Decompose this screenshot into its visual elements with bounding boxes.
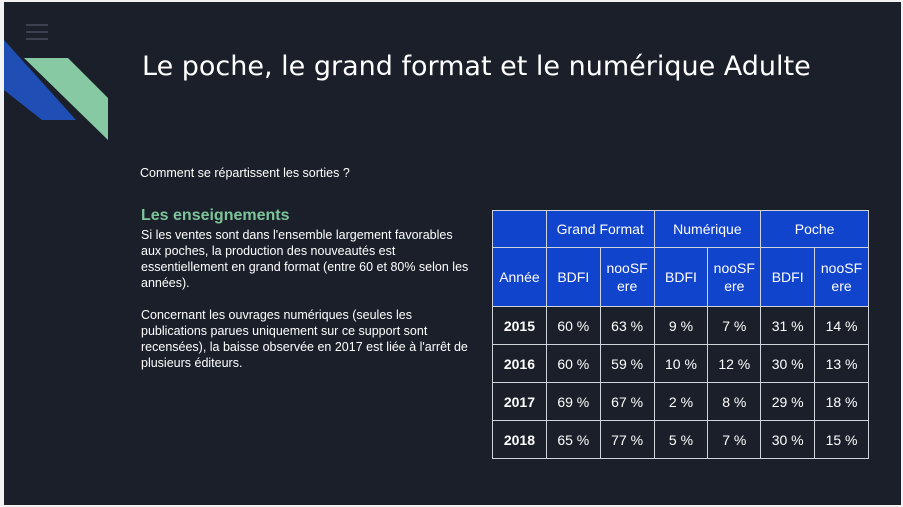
subheader-noosfere-poche: nooSF ere	[814, 247, 869, 307]
question-text: Comment se répartissent les sorties ?	[140, 166, 350, 180]
subheader-noosfere-poche-line2: ere	[831, 278, 852, 294]
group-header-numerique: Numérique	[653, 210, 762, 248]
table-cell: 5 %	[653, 420, 709, 459]
table-cell: 8 %	[707, 382, 762, 421]
subheader-bdfi-numerique: BDFI	[653, 247, 709, 307]
hamburger-menu-icon[interactable]	[26, 24, 48, 40]
lessons-section: Les enseignements Si les ventes sont dan…	[141, 207, 469, 371]
table-cell: 29 %	[760, 382, 816, 421]
table-cell: 18 %	[814, 382, 869, 421]
table-cell: 69 %	[545, 382, 601, 421]
table-cell: 12 %	[707, 344, 762, 383]
table-cell: 7 %	[707, 420, 762, 459]
row-year-cell: 2017	[492, 382, 547, 421]
group-header-grand-format: Grand Format	[545, 210, 655, 248]
table-cell: 59 %	[599, 344, 655, 383]
table-cell: 30 %	[760, 420, 816, 459]
table-cell: 13 %	[814, 344, 869, 383]
table-cell: 2 %	[653, 382, 709, 421]
table-group-header-row: Grand Format Numérique Poche	[492, 210, 869, 248]
table-cell: 77 %	[599, 420, 655, 459]
subheader-noosfere-grand-format: nooSF ere	[599, 247, 655, 307]
group-header-poche: Poche	[760, 210, 869, 248]
table-cell: 63 %	[599, 306, 655, 345]
table-cell: 14 %	[814, 306, 869, 345]
subheader-noosfere-numerique: nooSF ere	[707, 247, 762, 307]
empty-corner-cell	[492, 210, 547, 248]
table-cell: 60 %	[545, 306, 601, 345]
table-cell: 60 %	[545, 344, 601, 383]
distribution-table: Grand Format Numérique Poche Année BDFI …	[492, 210, 869, 459]
table-cell: 9 %	[653, 306, 709, 345]
row-year-cell: 2016	[492, 344, 547, 383]
table-cell: 10 %	[653, 344, 709, 383]
slide-title: Le poche, le grand format et le numériqu…	[142, 51, 811, 82]
subheader-noosfere-numerique-line2: ere	[724, 278, 745, 294]
table-cell: 31 %	[760, 306, 816, 345]
table-subheader-row: Année BDFI nooSF ere BDFI nooSF ere BDFI n…	[492, 247, 869, 307]
row-year-cell: 2018	[492, 420, 547, 459]
green-stripe-shape	[24, 58, 108, 140]
table-row: 2018 65 % 77 % 5 % 7 % 30 % 15 %	[492, 420, 869, 459]
table-row: 2016 60 % 59 % 10 % 12 % 30 % 13 %	[492, 344, 869, 383]
lessons-paragraph-2: Concernant les ouvrages numériques (seul…	[141, 308, 468, 370]
table-row: 2015 60 % 63 % 9 % 7 % 31 % 14 %	[492, 306, 869, 345]
row-year-cell: 2015	[492, 306, 547, 345]
blue-stripe-shape	[4, 40, 76, 120]
slide: Le poche, le grand format et le numériqu…	[4, 2, 901, 505]
subheader-noosfere-grand-format-line2: ere	[617, 278, 638, 294]
table-cell: 65 %	[545, 420, 601, 459]
lessons-heading: Les enseignements	[141, 207, 290, 224]
subheader-bdfi-grand-format: BDFI	[545, 247, 601, 307]
subheader-noosfere-poche-line1: nooSF	[820, 260, 863, 276]
subheader-noosfere-grand-format-line1: nooSF	[606, 260, 648, 276]
year-column-header: Année	[492, 247, 547, 307]
lessons-paragraph-1: Si les ventes sont dans l'ensemble large…	[141, 228, 469, 290]
table-cell: 67 %	[599, 382, 655, 421]
subheader-noosfere-numerique-line1: nooSF	[713, 260, 755, 276]
table-cell: 15 %	[814, 420, 869, 459]
table-cell: 30 %	[760, 344, 816, 383]
table-cell: 7 %	[707, 306, 762, 345]
subheader-bdfi-poche: BDFI	[760, 247, 816, 307]
decorative-stripes	[4, 40, 108, 140]
table-row: 2017 69 % 67 % 2 % 8 % 29 % 18 %	[492, 382, 869, 421]
